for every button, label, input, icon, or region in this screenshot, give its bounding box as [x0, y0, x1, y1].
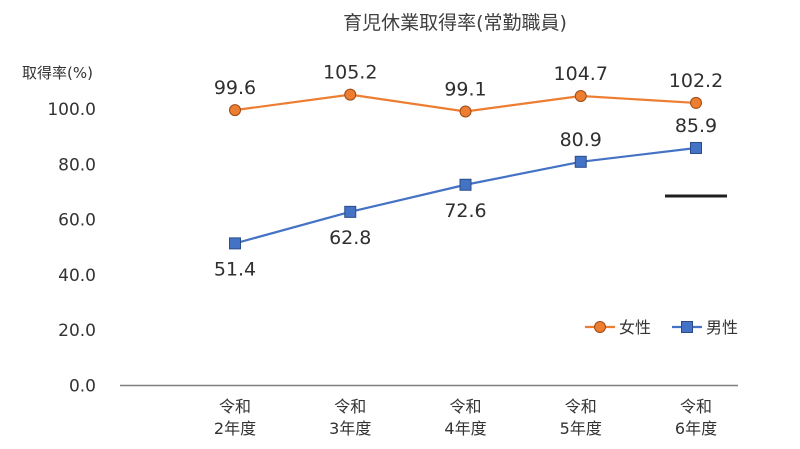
legend-marker: [594, 321, 606, 333]
x-tick-label: 4年度: [444, 419, 486, 438]
x-tick-label: 5年度: [560, 419, 602, 438]
x-tick-label: 令和: [565, 397, 597, 416]
x-tick-label: 3年度: [329, 419, 371, 438]
data-point: [574, 90, 587, 103]
x-tick-label: 2年度: [214, 419, 256, 438]
data-label: 102.2: [669, 70, 723, 92]
data-label: 105.2: [323, 62, 377, 84]
y-tick-label: 80.0: [58, 155, 96, 175]
data-point: [574, 155, 587, 168]
data-label: 85.9: [675, 115, 717, 137]
data-point: [229, 237, 241, 250]
legend: 女性 男性: [585, 318, 738, 337]
data-point: [459, 105, 472, 118]
x-tick-label: 令和: [334, 397, 366, 416]
x-tick-label: 令和: [449, 397, 481, 416]
data-point: [690, 96, 702, 109]
data-label: 104.7: [554, 63, 608, 85]
data-label: 51.4: [214, 258, 256, 280]
x-tick-label: 6年度: [675, 419, 717, 438]
data-label: 62.8: [329, 227, 371, 249]
chart-title: 育児休業取得率(常勤職員): [343, 12, 567, 34]
x-tick-label: 令和: [680, 397, 712, 416]
x-tick-label: 令和: [219, 397, 251, 416]
y-tick-label: 60.0: [58, 211, 96, 231]
data-point: [459, 178, 472, 191]
legend-label: 男性: [706, 318, 738, 337]
data-label: 99.1: [444, 78, 486, 100]
legend-marker: [681, 321, 693, 333]
y-tick-label: 40.0: [58, 266, 96, 286]
y-tick-label: 20.0: [58, 321, 96, 341]
series-line-1: [234, 146, 697, 245]
data-label: 72.6: [444, 200, 486, 222]
legend-label: 女性: [619, 318, 651, 337]
data-point: [344, 205, 357, 218]
y-tick-label: 0.0: [69, 377, 96, 397]
data-label: 80.9: [560, 129, 602, 151]
data-point: [229, 104, 241, 117]
y-tick-label: 100.0: [47, 100, 96, 120]
y-axis-label: 取得率(%): [22, 64, 93, 82]
data-label: 99.6: [214, 77, 256, 99]
data-point: [690, 141, 702, 154]
data-point: [344, 88, 357, 101]
